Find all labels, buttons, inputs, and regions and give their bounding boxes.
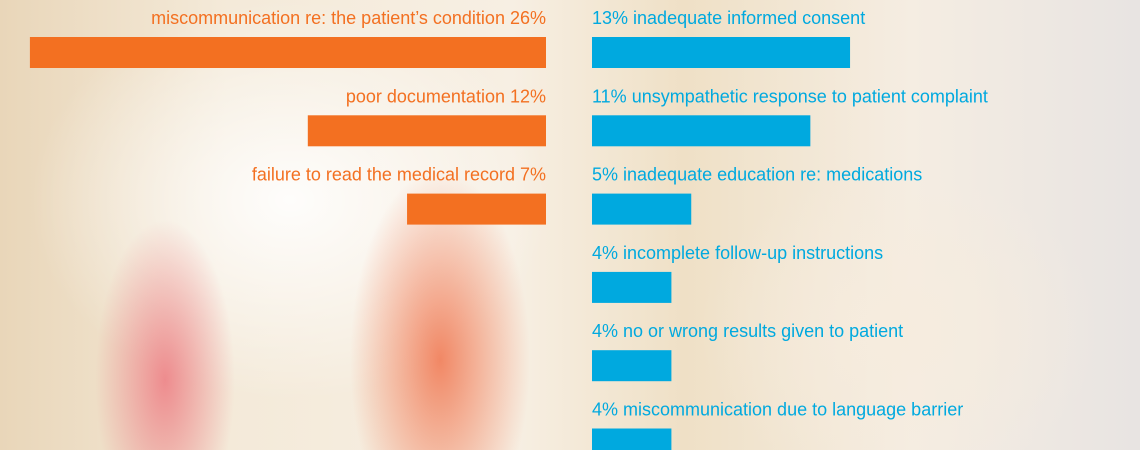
bar: [307, 115, 546, 147]
category-label: inadequate informed consent: [633, 8, 865, 28]
bar: [592, 193, 692, 225]
value-label: 7%: [520, 164, 546, 184]
bar: [592, 350, 672, 382]
category-label: miscommunication re: the patient’s condi…: [151, 8, 505, 28]
category-label: miscommunication due to language barrier: [623, 399, 963, 419]
bar: [592, 428, 672, 450]
bar-label: 5% inadequate education re: medications: [592, 164, 922, 184]
value-label: 26%: [510, 8, 546, 28]
category-label: incomplete follow-up instructions: [623, 243, 883, 263]
bar: [592, 37, 851, 68]
bar-label: poor documentation 12%: [346, 86, 546, 106]
category-label: inadequate education re: medications: [623, 164, 922, 184]
bar: [592, 115, 811, 147]
bar-label: 4% no or wrong results given to patient: [592, 321, 903, 341]
value-label: 11%: [592, 86, 627, 106]
bar-label: 11% unsympathetic response to patient com…: [592, 86, 988, 106]
bar-label: failure to read the medical record 7%: [252, 164, 546, 184]
value-label: 13%: [592, 8, 628, 28]
category-label: no or wrong results given to patient: [623, 321, 903, 341]
value-label: 4%: [592, 243, 618, 263]
bar-label: 4% incomplete follow-up instructions: [592, 243, 883, 263]
value-label: 12%: [510, 86, 546, 106]
bar-label: miscommunication re: the patient’s condi…: [151, 8, 546, 28]
category-label: failure to read the medical record: [252, 164, 515, 184]
category-label: poor documentation: [346, 86, 505, 106]
value-label: 4%: [592, 399, 618, 419]
value-label: 4%: [592, 321, 618, 341]
bar: [407, 193, 546, 225]
bar: [29, 37, 546, 68]
category-label: unsympathetic response to patient compla…: [632, 86, 988, 106]
bar: [592, 271, 672, 303]
bar-label: 13% inadequate informed consent: [592, 8, 865, 28]
bar-label: 4% miscommunication due to language barri…: [592, 399, 963, 419]
value-label: 5%: [592, 164, 618, 184]
